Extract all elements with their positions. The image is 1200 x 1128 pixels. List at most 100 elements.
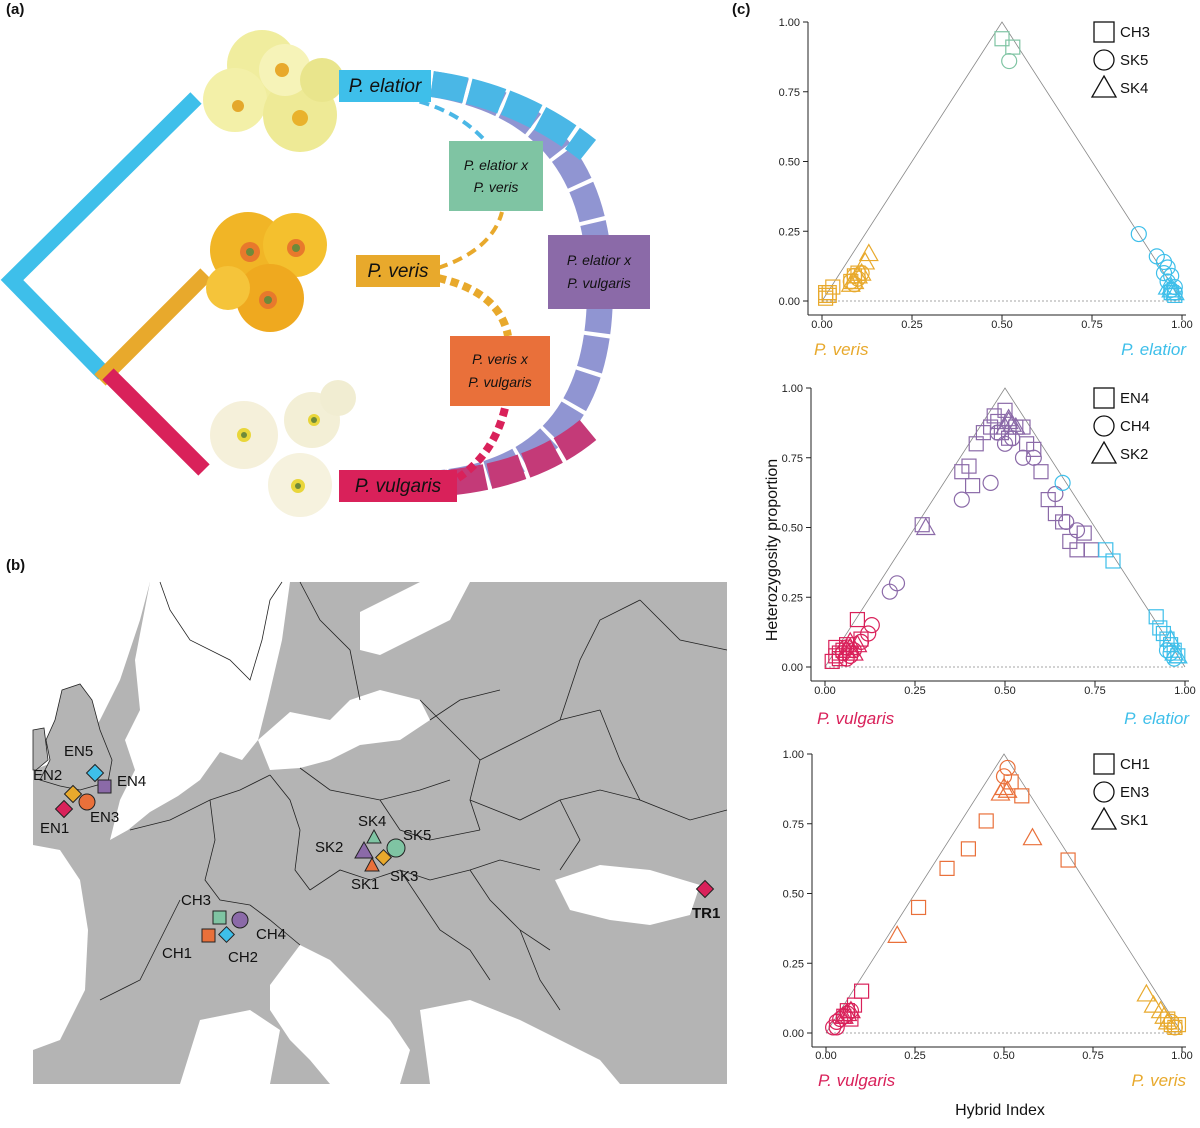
data-point bbox=[978, 813, 994, 829]
data-point bbox=[1105, 553, 1121, 569]
site-label-SK5: SK5 bbox=[403, 827, 431, 844]
legend-circle-icon bbox=[1093, 781, 1115, 803]
data-point bbox=[1130, 225, 1147, 243]
legend-circle-icon bbox=[1093, 415, 1115, 437]
left-parent-label: P. vulgaris bbox=[818, 1071, 896, 1090]
x-tick-label: 0.75 bbox=[1084, 685, 1105, 697]
site-label-EN1: EN1 bbox=[40, 820, 69, 837]
site-label-CH2: CH2 bbox=[228, 949, 258, 966]
data-point bbox=[964, 478, 981, 494]
legend-label-SK5: SK5 bbox=[1120, 52, 1148, 69]
data-point bbox=[838, 650, 855, 667]
x-tick-label: 0.00 bbox=[814, 685, 835, 697]
data-point bbox=[986, 408, 1002, 424]
data-point bbox=[1014, 449, 1032, 466]
data-point bbox=[853, 983, 870, 999]
y-tick-label: 0.50 bbox=[783, 889, 804, 901]
data-point bbox=[863, 617, 880, 634]
species-box-elatior bbox=[339, 70, 431, 102]
data-point bbox=[840, 274, 861, 292]
legend-label-SK4: SK4 bbox=[1120, 80, 1148, 97]
flower-veris-illustration bbox=[206, 212, 327, 332]
x-tick-label: 0.00 bbox=[811, 319, 832, 331]
data-point bbox=[961, 458, 977, 474]
data-point bbox=[831, 651, 848, 667]
x-tick-label: 0.50 bbox=[993, 1050, 1014, 1062]
site-SK2: SK2 bbox=[315, 839, 374, 859]
flower-vulgaris-illustration bbox=[210, 380, 356, 517]
site-label-CH4: CH4 bbox=[256, 926, 286, 943]
data-point bbox=[1003, 774, 1019, 790]
species-label-veris: P. veris bbox=[368, 261, 429, 282]
data-point bbox=[915, 517, 936, 536]
map-ireland bbox=[32, 727, 49, 771]
hybrid-label-vvu-line2: P. vulgaris bbox=[468, 374, 532, 390]
data-point bbox=[851, 262, 872, 281]
data-point bbox=[840, 631, 861, 650]
panel-a: (a) bbox=[0, 1, 650, 517]
triangle-outline bbox=[825, 753, 1183, 1034]
site-label-CH3: CH3 bbox=[181, 892, 211, 909]
legend-label-SK2: SK2 bbox=[1120, 446, 1148, 463]
x-tick-label: 1.00 bbox=[1171, 319, 1192, 331]
site-label-TR1: TR1 bbox=[692, 905, 720, 922]
x-tick-label: 0.50 bbox=[994, 685, 1015, 697]
data-point bbox=[990, 782, 1011, 801]
site-EN4: EN4 bbox=[97, 773, 146, 794]
data-point bbox=[998, 408, 1019, 427]
species-box-veris bbox=[356, 255, 440, 287]
right-parent-label: P. elatior bbox=[1124, 709, 1190, 728]
data-point bbox=[1167, 645, 1188, 664]
data-point bbox=[960, 841, 977, 857]
site-label-SK2: SK2 bbox=[315, 839, 343, 856]
hybrid-label-evu-line2: P. vulgaris bbox=[567, 275, 631, 291]
species-label-elatior: P. elatior bbox=[349, 76, 422, 97]
data-point bbox=[847, 634, 868, 653]
data-point bbox=[1160, 628, 1181, 647]
site-label-SK3: SK3 bbox=[390, 868, 418, 885]
site-CH1: CH1 bbox=[162, 928, 216, 962]
site-EN3: EN3 bbox=[78, 793, 119, 826]
legend-label-SK1: SK1 bbox=[1120, 812, 1148, 829]
triangle-outline bbox=[824, 387, 1186, 668]
left-parent-label: P. veris bbox=[814, 340, 869, 359]
legend-square-icon bbox=[1093, 753, 1115, 775]
y-tick-label: 0.25 bbox=[782, 592, 803, 604]
site-label-EN3: EN3 bbox=[90, 809, 119, 826]
y-tick-label: 1.00 bbox=[779, 17, 800, 29]
triangle-plots: 0.00 0.25 0.50 0.75 1.00 0.00 0.25 0.50 0.75 1.00… bbox=[779, 17, 1196, 1090]
arc-elatior-segment bbox=[430, 71, 597, 161]
species-box-vulgaris bbox=[339, 470, 457, 502]
x-tick-label: 0.50 bbox=[991, 319, 1012, 331]
triangle-plot-3: 0.00 0.25 0.50 0.75 1.00 0.00 0.25 0.50 0.75 1.00… bbox=[783, 749, 1193, 1090]
data-point bbox=[817, 285, 834, 301]
data-point bbox=[1026, 441, 1042, 457]
y-tick-label: 0.00 bbox=[779, 296, 800, 308]
left-parent-label: P. vulgaris bbox=[817, 709, 895, 728]
map-sites: EN5 EN2 EN4 EN3 EN1 CH3 bbox=[33, 743, 720, 966]
data-point bbox=[1167, 287, 1183, 304]
site-label-EN2: EN2 bbox=[33, 767, 62, 784]
europe-map bbox=[32, 581, 728, 1084]
data-point bbox=[1022, 827, 1043, 846]
y-tick-label: 0.00 bbox=[783, 1028, 804, 1040]
tree-branch-vulgaris bbox=[102, 368, 210, 476]
site-SK4: SK4 bbox=[358, 813, 386, 844]
panel-c-label: (c) bbox=[732, 1, 750, 18]
site-CH4: CH4 bbox=[231, 911, 286, 943]
data-point bbox=[1170, 1017, 1187, 1033]
data-point bbox=[1033, 464, 1049, 480]
site-label-SK1: SK1 bbox=[351, 876, 379, 893]
site-label-EN5: EN5 bbox=[64, 743, 93, 760]
y-tick-label: 0.75 bbox=[782, 453, 803, 465]
x-tick-label: 0.25 bbox=[901, 319, 922, 331]
data-point bbox=[1058, 513, 1075, 531]
data-point bbox=[953, 491, 970, 508]
y-tick-label: 0.50 bbox=[779, 157, 800, 169]
legend-label-EN3: EN3 bbox=[1120, 784, 1149, 801]
data-point bbox=[855, 251, 876, 270]
map-borders bbox=[99, 599, 728, 1011]
arc-veris-to-ev-hybrid bbox=[437, 211, 504, 270]
site-EN1: EN1 bbox=[40, 799, 74, 837]
y-tick-label: 0.75 bbox=[783, 819, 804, 831]
